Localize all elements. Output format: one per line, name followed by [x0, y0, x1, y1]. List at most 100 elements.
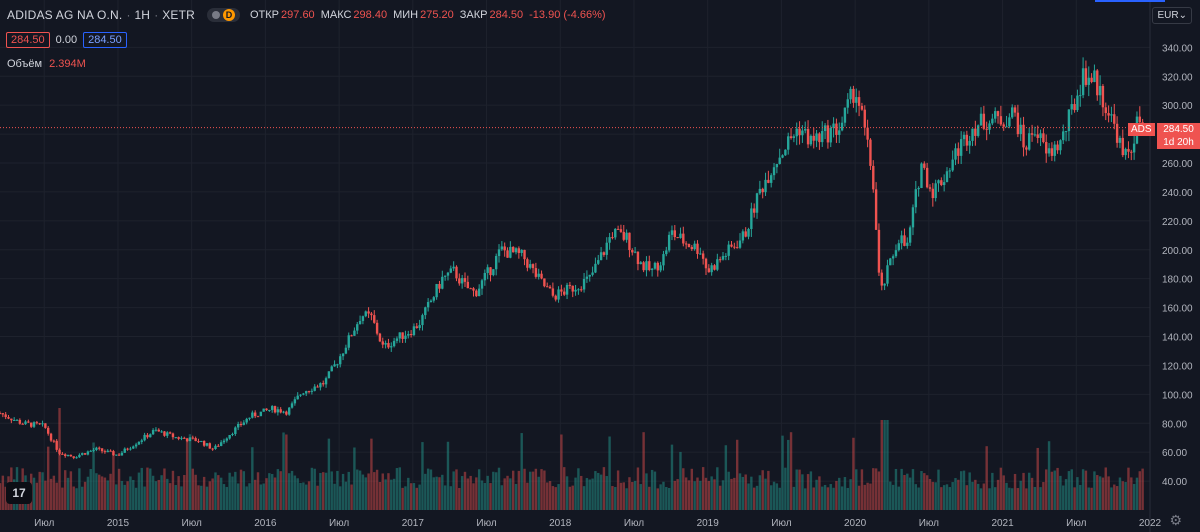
- volume-bar: [585, 478, 589, 510]
- volume-bar: [724, 445, 728, 510]
- candle-body: [166, 432, 169, 436]
- candle-body: [1121, 137, 1124, 156]
- candle-body: [100, 448, 104, 452]
- candle-body: [188, 437, 192, 442]
- volume-bar: [120, 480, 124, 510]
- volume-bar: [449, 486, 453, 510]
- volume-bar: [767, 470, 770, 510]
- volume-bar: [832, 487, 835, 510]
- status-dot-icon: [212, 11, 220, 19]
- candle-body: [83, 453, 87, 455]
- candle-body: [755, 193, 759, 213]
- last-price-value: 284.50: [1163, 124, 1194, 135]
- volume-bar: [407, 477, 410, 510]
- volume-bar: [1096, 475, 1099, 510]
- volume-bar: [957, 479, 960, 510]
- volume-bar: [900, 468, 903, 510]
- candle-body: [455, 266, 458, 279]
- buy-price-button[interactable]: 284.50: [83, 32, 127, 48]
- volume-bar: [554, 487, 557, 510]
- volume-bar: [236, 483, 240, 510]
- price-tick-label: 140.00: [1162, 333, 1193, 344]
- volume-bar: [310, 467, 314, 510]
- candle-body: [27, 421, 30, 423]
- candle-body: [503, 246, 506, 251]
- candle-body: [857, 97, 861, 106]
- volume-bar: [730, 478, 733, 510]
- candle-body: [78, 454, 81, 458]
- candle-body: [1067, 109, 1071, 132]
- volume-bar: [662, 481, 665, 510]
- volume-bar: [299, 482, 302, 510]
- volume-bar: [1127, 467, 1130, 510]
- volume-bar: [171, 470, 175, 510]
- volume-legend[interactable]: Объём 2.394M: [7, 58, 86, 70]
- volume-bar: [594, 471, 597, 510]
- candle-body: [1081, 68, 1085, 96]
- sell-price-button[interactable]: 284.50: [6, 32, 50, 48]
- chart-grid: [0, 0, 1151, 510]
- volume-bar: [764, 478, 767, 510]
- currency-select[interactable]: EUR⌄: [1152, 7, 1192, 24]
- candle-body: [364, 311, 367, 317]
- candle-body: [537, 273, 540, 277]
- volume-bar: [387, 473, 390, 510]
- volume-bar: [426, 468, 430, 510]
- candle-body: [778, 157, 781, 164]
- candle-body: [687, 244, 691, 248]
- volume-bar: [925, 475, 929, 510]
- volume-bar: [103, 477, 107, 510]
- volume-bar: [78, 468, 81, 510]
- volume-bar: [89, 468, 92, 510]
- volume-bar: [234, 471, 237, 510]
- interval-label[interactable]: 1H: [134, 8, 151, 22]
- candle-body: [387, 342, 390, 348]
- candle-body: [648, 261, 651, 271]
- candle-body: [608, 237, 611, 243]
- candle-body: [699, 253, 702, 255]
- candle-body: [509, 246, 512, 258]
- gear-icon[interactable]: ⚙: [1169, 512, 1182, 528]
- volume-bar: [0, 483, 2, 510]
- candle-body: [653, 262, 657, 269]
- volume-bar: [531, 471, 535, 510]
- price-tick-label: 240.00: [1162, 188, 1193, 199]
- candle-body: [270, 406, 274, 410]
- data-source-badge[interactable]: D: [207, 8, 240, 22]
- tradingview-logo-icon[interactable]: 17: [6, 482, 32, 504]
- volume-bar: [245, 486, 248, 510]
- candle-body: [520, 249, 523, 253]
- candle-body: [923, 163, 926, 168]
- candle-body: [452, 266, 455, 269]
- price-tick-label: 180.00: [1162, 275, 1193, 286]
- volume-bar: [608, 436, 611, 510]
- time-tick-label: Июл: [182, 518, 202, 529]
- volume-bar: [543, 470, 546, 510]
- candle-body: [928, 187, 932, 189]
- volume-bar: [285, 434, 288, 510]
- candle-body: [361, 316, 365, 321]
- candle-body: [322, 383, 325, 385]
- volume-bar: [993, 487, 997, 510]
- symbol-name[interactable]: ADIDAS AG NA O.N.: [7, 8, 123, 22]
- candle-body: [665, 250, 668, 255]
- volume-bar: [631, 481, 634, 510]
- candle-body: [12, 419, 16, 421]
- candle-body: [239, 424, 243, 426]
- candle-body: [577, 289, 580, 291]
- volume-bar: [1087, 487, 1090, 510]
- volume-bar: [818, 476, 821, 510]
- candle-body: [35, 422, 39, 424]
- candle-body: [721, 256, 725, 260]
- volume-bar: [633, 480, 637, 510]
- candle-body: [265, 408, 268, 411]
- candle-body: [191, 437, 195, 439]
- volume-bar: [163, 468, 166, 510]
- candle-body: [1118, 137, 1122, 143]
- candle-body: [979, 113, 983, 126]
- candle-body: [316, 386, 319, 388]
- candle-body: [307, 391, 311, 393]
- candle-body: [234, 427, 237, 434]
- candle-body: [1011, 107, 1014, 118]
